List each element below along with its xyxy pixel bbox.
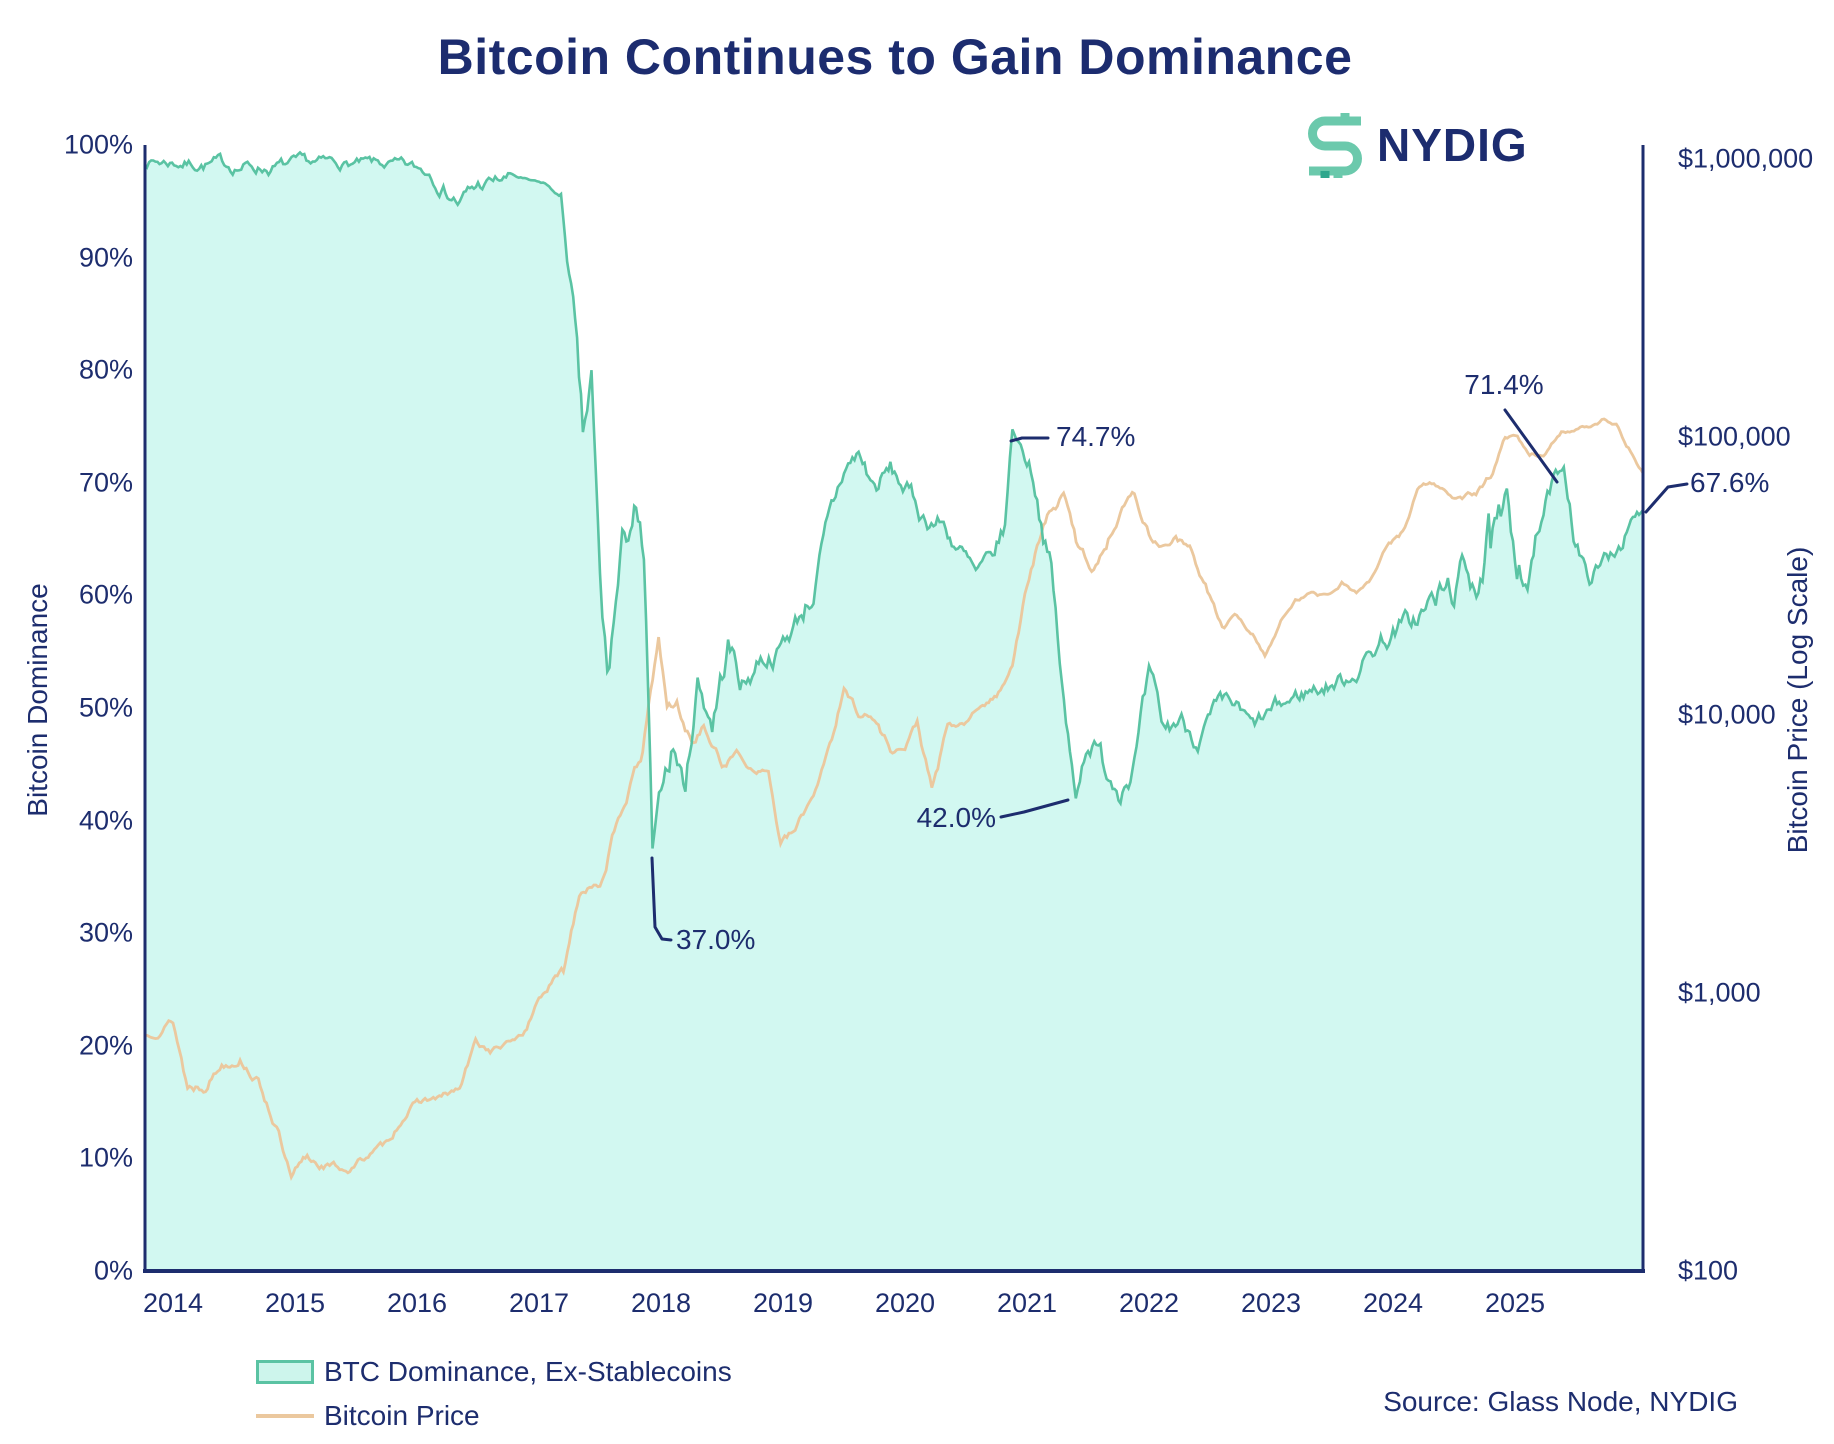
bitcoin-price-line [145,417,1643,1181]
right-axis-tick-2: $10,000 [1678,699,1776,730]
btc-dominance-line [145,150,1643,849]
annotation-label-42.0%: 42.0% [916,802,996,833]
x-axis-tick-2022: 2022 [1118,1288,1180,1318]
left-axis-tick-10pct: 10% [78,1142,133,1173]
left-axis-tick-90pct: 90% [78,242,133,273]
annotation-label-67.6%: 67.6% [1690,467,1770,498]
right-axis-tick-1: $1,000 [1678,977,1761,1008]
x-axis-tick-2021: 2021 [996,1288,1058,1318]
annotation-line-74.7% [1009,436,1050,443]
annotation-label-71.4%: 71.4% [1464,369,1544,400]
source-note: Source: Glass Node, NYDIG [1383,1386,1738,1417]
left-axis-tick-100pct: 100% [63,129,133,160]
dominance-area-fill [145,152,1643,1271]
left-axis-tick-40pct: 40% [78,805,133,836]
legend-label-price: Bitcoin Price [324,1400,480,1431]
right-axis-tick-3: $100,000 [1678,421,1791,452]
left-axis-tick-30pct: 30% [78,917,133,948]
x-axis-tick-2016: 2016 [386,1288,448,1318]
right-axis-tick-4: $1,000,000 [1678,143,1814,174]
annotation-line-42.0% [999,798,1070,819]
left-axis-tick-0pct: 0% [93,1255,133,1286]
left-axis-tick-20pct: 20% [78,1030,133,1061]
annotation-line-37.0% [650,856,673,942]
annotation-label-37.0%: 37.0% [676,924,756,955]
legend-swatch-price-line [256,1414,314,1418]
nydig-logo: NYDIG [1303,112,1528,178]
legend-label-dominance: BTC Dominance, Ex-Stablecoins [324,1356,732,1387]
x-axis-tick-2019: 2019 [752,1288,814,1318]
x-axis-tick-2017: 2017 [508,1288,570,1318]
annotation-line-67.6% [1644,482,1689,514]
x-axis-tick-2023: 2023 [1240,1288,1302,1318]
nydig-logo-text: NYDIG [1377,119,1528,171]
legend-item-price: Bitcoin Price [256,1394,732,1438]
nydig-logo-icon [1308,113,1362,178]
annotation-line-71.4% [1503,408,1559,484]
legend-swatch-dominance-area [256,1360,314,1384]
left-axis-tick-80pct: 80% [78,354,133,385]
left-axis-tick-60pct: 60% [78,579,133,610]
legend-item-dominance: BTC Dominance, Ex-Stablecoins [256,1350,732,1394]
x-axis-tick-2018: 2018 [630,1288,692,1318]
chart-title: Bitcoin Continues to Gain Dominance [437,29,1353,85]
annotation-label-74.7%: 74.7% [1056,421,1136,452]
legend: BTC Dominance, Ex-Stablecoins Bitcoin Pr… [256,1350,732,1438]
left-axis-tick-50pct: 50% [78,692,133,723]
right-axis-tick-0: $100 [1678,1255,1739,1286]
x-axis-tick-2025: 2025 [1484,1288,1546,1318]
x-axis-tick-2014: 2014 [142,1288,204,1318]
x-axis-tick-2015: 2015 [264,1288,326,1318]
x-axis-tick-2020: 2020 [874,1288,936,1318]
x-axis-tick-2024: 2024 [1362,1288,1424,1318]
left-axis-tick-70pct: 70% [78,467,133,498]
